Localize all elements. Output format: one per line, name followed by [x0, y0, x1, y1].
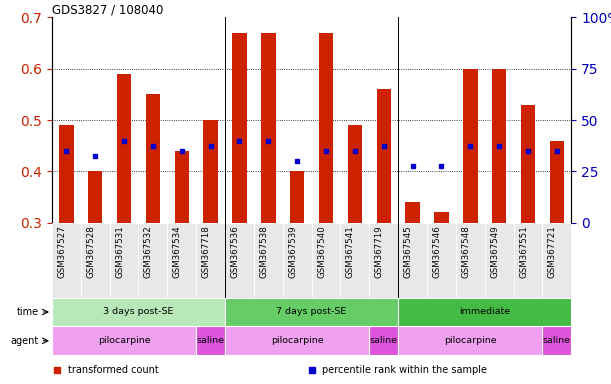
- Bar: [405, 202, 420, 223]
- Bar: [225, 223, 254, 298]
- Bar: [52, 326, 196, 355]
- Bar: [59, 125, 73, 223]
- Bar: [427, 223, 456, 298]
- Text: GSM367534: GSM367534: [173, 226, 182, 278]
- Text: GSM367540: GSM367540: [317, 226, 326, 278]
- Bar: [398, 298, 571, 326]
- Bar: [543, 223, 571, 298]
- Bar: [543, 326, 571, 355]
- Text: GSM367536: GSM367536: [230, 226, 240, 278]
- Bar: [81, 223, 109, 298]
- Bar: [139, 223, 167, 298]
- Text: GSM367551: GSM367551: [519, 226, 528, 278]
- Text: GSM367549: GSM367549: [490, 226, 499, 278]
- Bar: [52, 223, 81, 298]
- Bar: [283, 223, 312, 298]
- Bar: [203, 120, 218, 223]
- Text: GDS3827 / 108040: GDS3827 / 108040: [52, 3, 163, 16]
- Text: GSM367548: GSM367548: [461, 226, 470, 278]
- Text: GSM367721: GSM367721: [548, 226, 557, 278]
- Bar: [521, 104, 535, 223]
- Bar: [88, 171, 103, 223]
- Bar: [492, 69, 507, 223]
- Text: agent: agent: [11, 336, 39, 346]
- Bar: [167, 223, 196, 298]
- Bar: [145, 94, 160, 223]
- Text: pilocarpine: pilocarpine: [98, 336, 150, 345]
- Text: GSM367532: GSM367532: [144, 226, 153, 278]
- Text: saline: saline: [197, 336, 225, 345]
- Bar: [232, 33, 247, 223]
- Text: transformed count: transformed count: [68, 364, 158, 375]
- Bar: [340, 223, 369, 298]
- Text: GSM367545: GSM367545: [404, 226, 412, 278]
- Bar: [225, 298, 398, 326]
- Bar: [550, 141, 564, 223]
- Bar: [376, 89, 391, 223]
- Bar: [398, 223, 427, 298]
- Text: percentile rank within the sample: percentile rank within the sample: [322, 364, 487, 375]
- Text: saline: saline: [543, 336, 571, 345]
- Text: 7 days post-SE: 7 days post-SE: [277, 308, 346, 316]
- Bar: [196, 326, 225, 355]
- Text: GSM367539: GSM367539: [288, 226, 297, 278]
- Bar: [369, 223, 398, 298]
- Text: GSM367541: GSM367541: [346, 226, 355, 278]
- Text: GSM367719: GSM367719: [375, 226, 384, 278]
- Bar: [398, 326, 543, 355]
- Bar: [117, 74, 131, 223]
- Bar: [348, 125, 362, 223]
- Text: GSM367531: GSM367531: [115, 226, 124, 278]
- Text: immediate: immediate: [459, 308, 510, 316]
- Bar: [290, 171, 304, 223]
- Text: time: time: [17, 307, 39, 317]
- Text: GSM367718: GSM367718: [202, 226, 211, 278]
- Text: pilocarpine: pilocarpine: [271, 336, 323, 345]
- Bar: [369, 326, 398, 355]
- Bar: [196, 223, 225, 298]
- Bar: [456, 223, 485, 298]
- Bar: [463, 69, 478, 223]
- Text: saline: saline: [370, 336, 398, 345]
- Text: GSM367546: GSM367546: [433, 226, 442, 278]
- Text: GSM367527: GSM367527: [57, 226, 67, 278]
- Bar: [319, 33, 333, 223]
- Bar: [225, 326, 369, 355]
- Bar: [434, 212, 448, 223]
- Bar: [254, 223, 283, 298]
- Bar: [485, 223, 514, 298]
- Text: pilocarpine: pilocarpine: [444, 336, 497, 345]
- Bar: [514, 223, 543, 298]
- Bar: [52, 298, 225, 326]
- Bar: [261, 33, 276, 223]
- Text: GSM367538: GSM367538: [259, 226, 268, 278]
- Bar: [175, 151, 189, 223]
- Bar: [109, 223, 139, 298]
- Text: 3 days post-SE: 3 days post-SE: [103, 308, 174, 316]
- Text: GSM367528: GSM367528: [86, 226, 95, 278]
- Bar: [312, 223, 340, 298]
